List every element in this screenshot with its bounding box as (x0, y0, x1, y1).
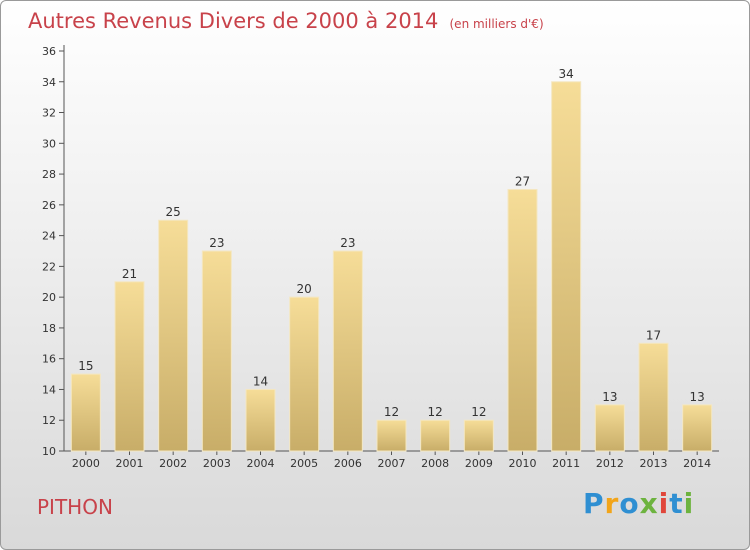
x-tick-label: 2002 (159, 457, 187, 470)
x-tick-label: 2009 (465, 457, 493, 470)
bar (245, 388, 276, 452)
y-tick-label: 20 (42, 291, 56, 304)
logo-letter: r (604, 487, 620, 520)
bar-value-label: 34 (559, 67, 574, 81)
logo-letter: P (583, 487, 605, 520)
bar (289, 296, 320, 452)
place-name: PITHON (37, 495, 113, 519)
logo-letter: x (639, 487, 659, 520)
y-tick-label: 22 (42, 260, 56, 273)
bar-value-label: 23 (209, 236, 224, 250)
x-tick-label: 2013 (640, 457, 668, 470)
x-tick-label: 2014 (683, 457, 711, 470)
bar-value-label: 20 (297, 282, 312, 296)
bar-value-label: 17 (646, 328, 661, 342)
logo-letter: t (669, 487, 684, 520)
bar (158, 219, 189, 452)
chart-bars (70, 81, 713, 452)
bar-value-label: 21 (122, 267, 137, 281)
bar (332, 250, 363, 452)
bar-value-label: 12 (384, 405, 399, 419)
x-tick-label: 2010 (509, 457, 537, 470)
x-tick-label: 2011 (552, 457, 580, 470)
x-tick-label: 2006 (334, 457, 362, 470)
y-tick-label: 36 (42, 45, 56, 58)
logo-letter: i (658, 487, 670, 520)
x-tick-label: 2003 (203, 457, 231, 470)
bar (551, 81, 582, 452)
proxiti-logo: Proxiti (583, 487, 694, 520)
bar-value-label: 25 (166, 205, 181, 219)
x-tick-label: 2001 (116, 457, 144, 470)
bar (594, 404, 625, 452)
bar-value-label: 12 (428, 405, 443, 419)
y-tick-label: 16 (42, 353, 56, 366)
bar (420, 419, 451, 452)
y-tick-label: 30 (42, 137, 56, 150)
x-tick-label: 2007 (378, 457, 406, 470)
bar (201, 250, 232, 452)
x-tick-label: 2008 (421, 457, 449, 470)
y-tick-label: 18 (42, 322, 56, 335)
bar-value-label: 27 (515, 174, 530, 188)
x-tick-label: 2004 (247, 457, 275, 470)
bar-value-label: 13 (602, 390, 617, 404)
bar (638, 342, 669, 452)
chart-labels: 15 2000 21 2001 25 2002 23 2003 14 2004 20 2005 23 20… (72, 67, 711, 470)
chart-axes: 10 12 14 16 18 20 22 24 26 28 30 32 34 36 (42, 45, 719, 458)
y-tick-label: 24 (42, 230, 56, 243)
y-tick-label: 14 (42, 383, 56, 396)
bar-value-label: 15 (78, 359, 93, 373)
y-tick-label: 28 (42, 168, 56, 181)
bar-value-label: 13 (690, 390, 705, 404)
chart-subtitle: (en milliers d'€) (449, 17, 544, 31)
x-tick-label: 2012 (596, 457, 624, 470)
bar (376, 419, 407, 452)
y-tick-label: 12 (42, 414, 56, 427)
y-tick-label: 26 (42, 199, 56, 212)
bar-value-label: 23 (340, 236, 355, 250)
logo-letter: o (619, 487, 640, 520)
bar (507, 188, 538, 452)
chart-title-text: Autres Revenus Divers de 2000 à 2014 (28, 9, 439, 33)
y-tick-label: 34 (42, 76, 56, 89)
x-tick-label: 2000 (72, 457, 100, 470)
x-tick-label: 2005 (290, 457, 318, 470)
y-tick-label: 32 (42, 107, 56, 120)
bar (463, 419, 494, 452)
bar-value-label: 14 (253, 374, 268, 388)
logo-letter: i (683, 487, 695, 520)
bar (682, 404, 713, 452)
chart-title: Autres Revenus Divers de 2000 à 2014 (en… (28, 9, 544, 33)
bar (70, 373, 101, 452)
y-tick-label: 10 (42, 445, 56, 458)
bar (114, 281, 145, 452)
bar-value-label: 12 (471, 405, 486, 419)
